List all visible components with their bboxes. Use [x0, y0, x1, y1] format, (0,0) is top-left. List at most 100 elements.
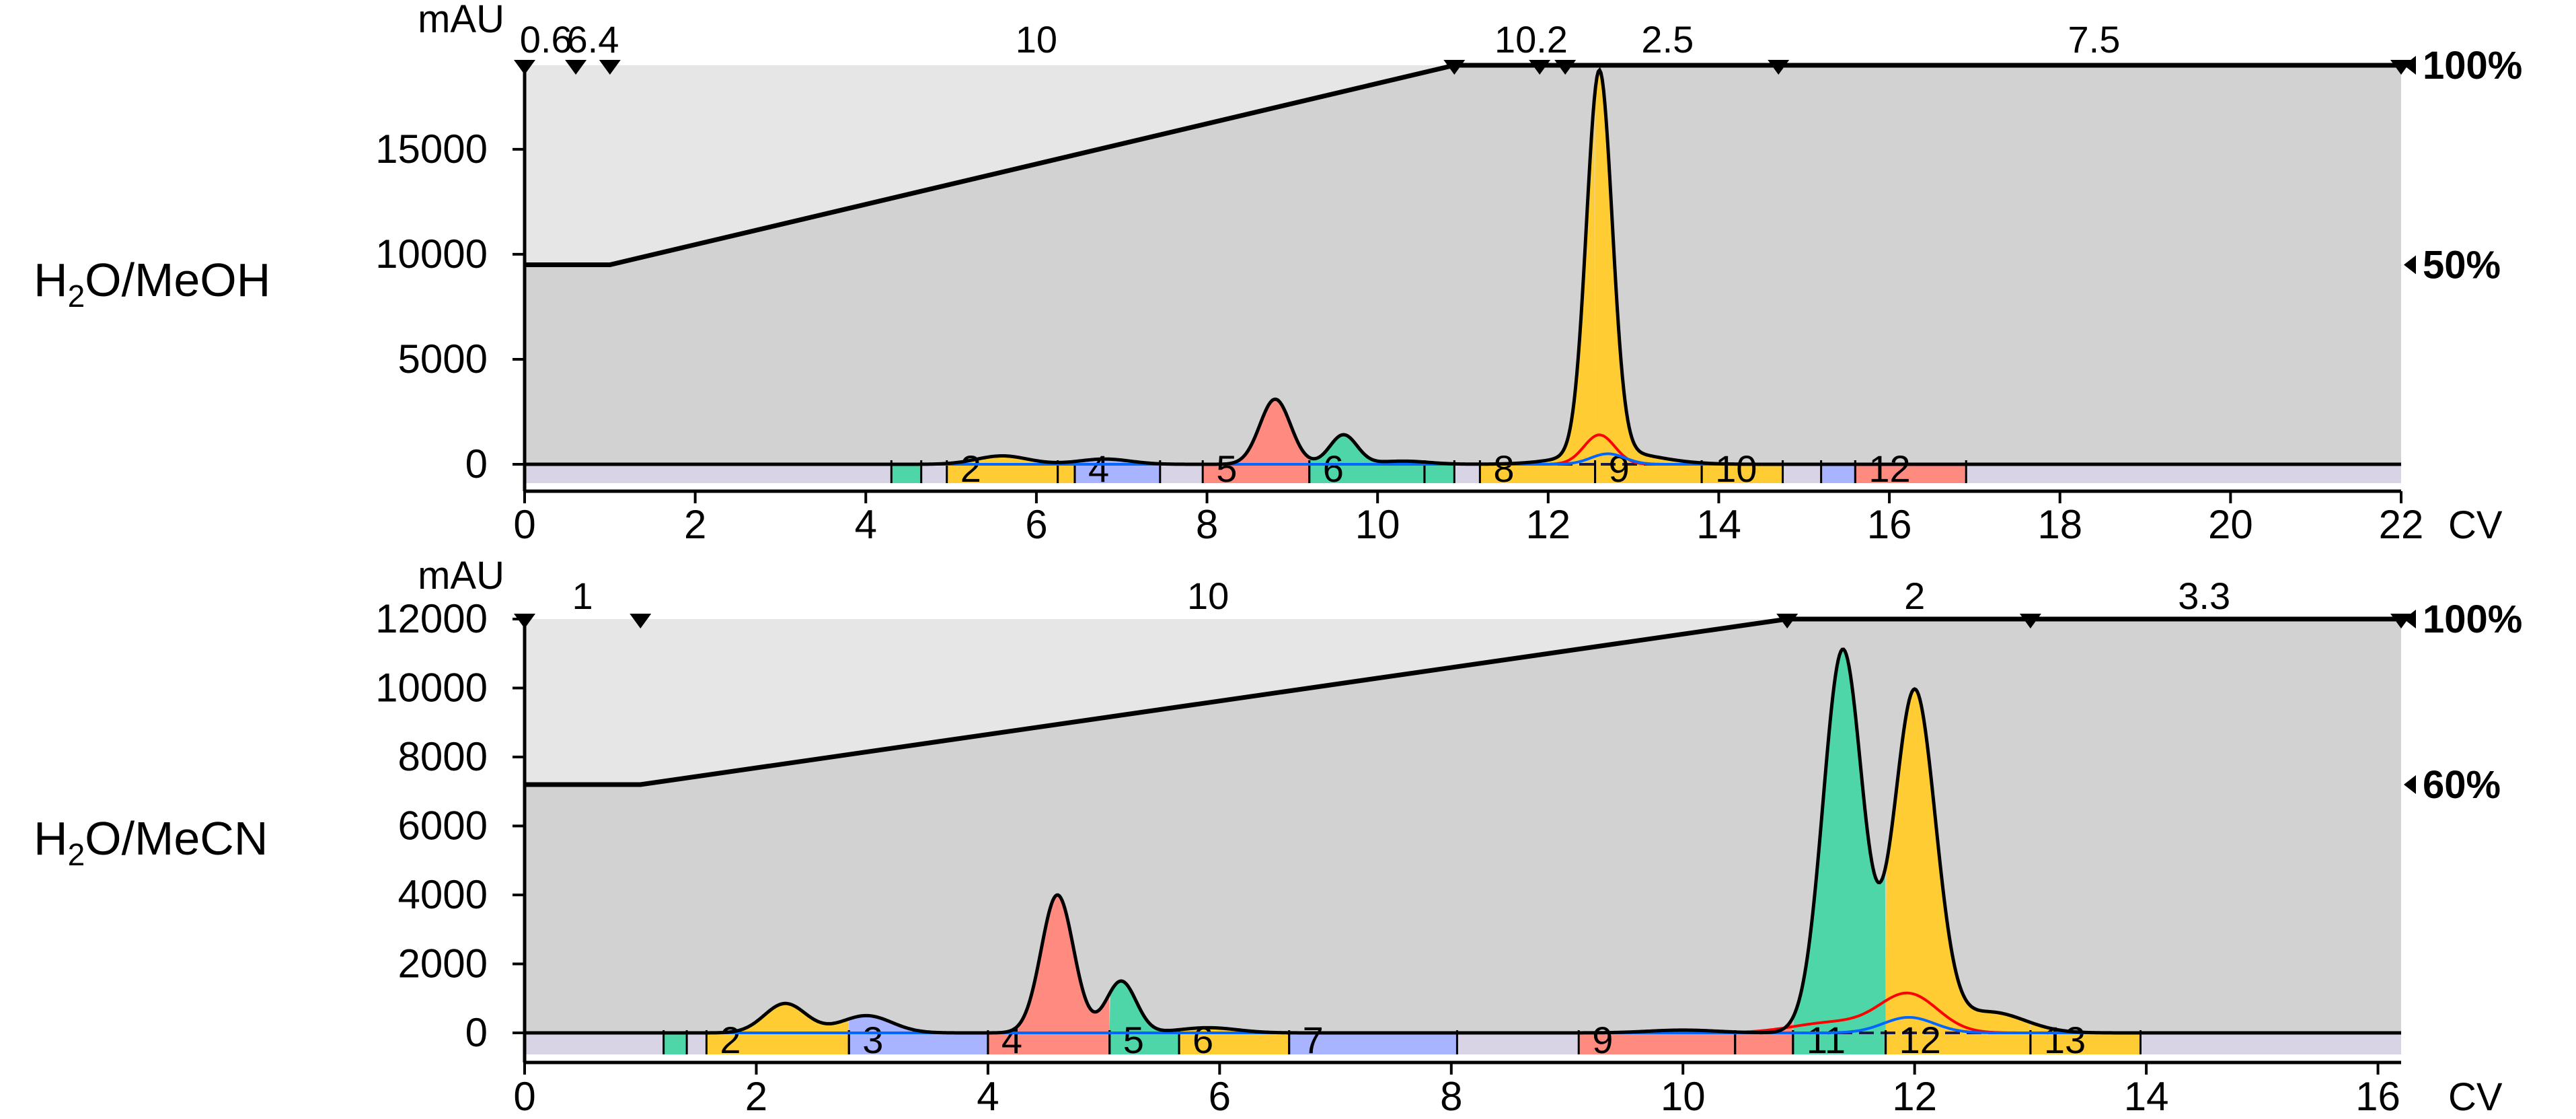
- segment-marker: [2019, 614, 2041, 628]
- fraction-band-8: [1735, 1033, 1793, 1054]
- x-tick-label: 12: [1892, 1074, 1937, 1119]
- x-tick-label: 12: [1525, 502, 1570, 547]
- x-tick-label: 22: [2379, 502, 2424, 547]
- solvent-system-label: H2O/MeCN: [34, 812, 268, 872]
- fraction-label: 2: [960, 447, 981, 490]
- peak-fill-band-8: [1735, 1017, 1793, 1033]
- peak-fill-2: [946, 456, 1058, 464]
- y-tick-label: 15000: [375, 127, 488, 172]
- y-tick-label: 0: [465, 441, 488, 486]
- y-tick-label: 5000: [398, 336, 488, 382]
- x-tick-label: 2: [684, 502, 706, 547]
- segment-label: 2.5: [1641, 18, 1694, 61]
- fraction-5: [1109, 1033, 1180, 1054]
- x-tick-label: 10: [1355, 502, 1400, 547]
- percent-label: 100%: [2423, 598, 2522, 641]
- percent-label: 100%: [2423, 44, 2522, 87]
- y-tick-label: 0: [465, 1010, 488, 1055]
- percent-label: 50%: [2423, 244, 2501, 287]
- segment-label: 3.3: [2178, 575, 2230, 617]
- segment-marker: [1554, 60, 1577, 75]
- x-tick-label: 4: [855, 502, 877, 547]
- gradient-line: [525, 63, 2401, 267]
- peak-fill-5: [1109, 980, 1180, 1033]
- fraction-label: 4: [1088, 447, 1109, 490]
- percent-marker: [2404, 255, 2416, 275]
- fraction-band-0: [663, 1033, 687, 1054]
- solvent-system-label: H2O/MeOH: [34, 254, 270, 314]
- peak-fill-6: [1309, 434, 1425, 464]
- gradient-area: [525, 65, 2401, 464]
- segment-marker: [565, 60, 587, 75]
- uv-trace: [525, 647, 2401, 1035]
- fraction-3: [849, 1033, 988, 1054]
- fraction-label: 5: [1216, 447, 1237, 490]
- peak-fill-4: [987, 895, 1110, 1033]
- x-tick-label: 0: [513, 502, 535, 547]
- y-tick-label: 12000: [375, 596, 488, 641]
- peak-fill-5: [1203, 399, 1310, 464]
- fraction-label: 7: [1303, 1019, 1324, 1061]
- fraction-label: 6: [1323, 447, 1344, 490]
- x-tick-label: 16: [1867, 502, 1912, 547]
- uv-trace: [525, 67, 2401, 466]
- segment-marker: [514, 614, 535, 628]
- segment-marker: [1529, 60, 1551, 75]
- fraction-label: 11: [1807, 1019, 1846, 1061]
- fraction-6: [1309, 463, 1425, 483]
- fraction-label: 12: [1868, 447, 1910, 490]
- peak-fill-9: [1595, 70, 1702, 464]
- y-axis-label: mAU: [418, 0, 504, 41]
- fraction-12: [1885, 1033, 2031, 1054]
- fraction-label: 3: [862, 1019, 883, 1061]
- fraction-4: [1074, 463, 1160, 483]
- x-tick-label: 2: [745, 1074, 767, 1119]
- x-tick-label: 16: [2355, 1074, 2400, 1119]
- fraction-label: 2: [720, 1019, 741, 1061]
- fraction-6: [1179, 1033, 1289, 1054]
- fraction-5: [1203, 463, 1310, 483]
- fraction-7: [1289, 1033, 1457, 1054]
- fraction-label: 9: [1592, 1019, 1613, 1061]
- fraction-9: [1579, 1033, 1735, 1054]
- fraction-13: [2030, 1033, 2141, 1054]
- fraction-2: [706, 1033, 849, 1054]
- segment-label: 7.5: [2068, 18, 2121, 61]
- fraction-11: [1792, 1033, 1886, 1054]
- y-tick-label: 2000: [398, 941, 488, 986]
- segment-marker: [1443, 60, 1466, 75]
- x-tick-label: 14: [1696, 502, 1741, 547]
- peak-fill-2: [706, 1003, 849, 1033]
- segment-marker: [599, 60, 621, 75]
- fraction-9: [1595, 463, 1702, 483]
- x-tick-label: 10: [1661, 1074, 1706, 1119]
- peak-fill-11: [1792, 649, 1886, 1033]
- percent-label: 60%: [2423, 763, 2501, 807]
- y-tick-label: 8000: [398, 734, 488, 779]
- x-tick-label: 6: [1025, 502, 1047, 547]
- percent-marker: [2404, 775, 2416, 794]
- fraction-band-6: [1424, 463, 1455, 483]
- segment-marker: [1776, 614, 1798, 628]
- x-tick-label: 0: [513, 1074, 535, 1119]
- x-tick-label: 14: [2124, 1074, 2169, 1119]
- meoh-chromatogram-panel: 2 4 5 6 8 9 10 120 2 4 6 8 10 12 14 16 18 20 22 CV050001000…: [34, 0, 2522, 547]
- x-tick-label: 20: [2208, 502, 2253, 547]
- x-axis-label: CV: [2448, 503, 2503, 547]
- x-tick-label: 8: [1440, 1074, 1462, 1119]
- mecn-chromatogram-panel: 2 3 4 5 6 7 9 11 12 130 2 4 6 8 10 12 14 16 CV020004000600…: [34, 554, 2522, 1119]
- segment-label: 2: [1904, 575, 1925, 617]
- y-tick-label: 10000: [375, 231, 488, 277]
- segment-label: 6.4: [567, 18, 619, 61]
- percent-marker: [2404, 610, 2416, 628]
- fraction-label: 8: [1493, 447, 1514, 490]
- y-tick-label: 4000: [398, 872, 488, 917]
- x-tick-label: 8: [1196, 502, 1218, 547]
- segment-marker: [1768, 60, 1790, 75]
- x-tick-label: 6: [1209, 1074, 1231, 1119]
- fraction-4: [987, 1033, 1110, 1054]
- fraction-2: [946, 463, 1058, 483]
- y-tick-label: 6000: [398, 803, 488, 849]
- fraction-strip: [525, 463, 2401, 483]
